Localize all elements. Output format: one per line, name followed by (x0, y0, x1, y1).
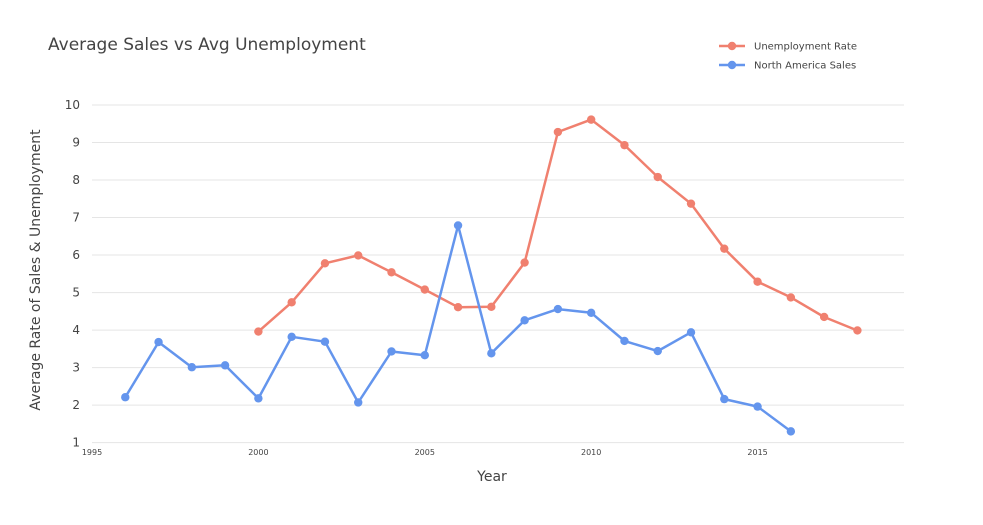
x-tick-label: 2010 (581, 448, 601, 457)
data-point[interactable] (220, 361, 230, 370)
legend-label: North America Sales (754, 61, 856, 72)
y-tick-label: 3 (72, 361, 80, 375)
data-point[interactable] (320, 259, 330, 268)
data-point[interactable] (121, 393, 130, 402)
data-point[interactable] (686, 328, 696, 337)
series-layer (121, 115, 862, 436)
series-1 (121, 221, 796, 436)
data-point[interactable] (420, 351, 429, 360)
data-point[interactable] (586, 308, 596, 318)
y-tick-label: 9 (72, 136, 80, 150)
series-0 (254, 115, 862, 336)
data-point[interactable] (287, 332, 296, 342)
data-point[interactable] (653, 346, 662, 356)
data-point[interactable] (453, 303, 463, 312)
data-point[interactable] (686, 199, 696, 208)
data-point[interactable] (320, 337, 330, 346)
data-point[interactable] (620, 140, 629, 150)
data-point[interactable] (487, 302, 496, 312)
data-point[interactable] (553, 304, 563, 314)
data-point[interactable] (520, 258, 529, 267)
data-point[interactable] (720, 244, 729, 253)
data-point[interactable] (387, 268, 396, 277)
series-line (257, 118, 859, 333)
data-point[interactable] (853, 326, 862, 335)
data-point[interactable] (487, 349, 496, 358)
data-point[interactable] (586, 115, 596, 124)
chart-title: Average Sales vs Avg Unemployment (48, 35, 366, 55)
data-point[interactable] (620, 336, 629, 346)
data-point[interactable] (653, 172, 662, 182)
y-tick-label: 4 (72, 323, 80, 337)
legend-item[interactable]: Unemployment Rate (719, 42, 857, 53)
y-axis-title: Average Rate of Sales & Unemployment (28, 129, 44, 411)
data-point[interactable] (453, 221, 463, 230)
y-tick-label: 8 (72, 173, 80, 187)
data-point[interactable] (387, 347, 396, 356)
legend-marker (727, 41, 737, 51)
data-point[interactable] (786, 427, 796, 436)
y-tick-label: 6 (72, 248, 80, 262)
y-axis-ticks: 1 2 3 4 5 6 7 8 9 10 (65, 98, 80, 450)
data-point[interactable] (420, 285, 429, 294)
y-tick-label: 1 (72, 436, 80, 450)
y-tick-label: 7 (72, 211, 80, 225)
data-point[interactable] (187, 363, 197, 372)
grid (92, 104, 904, 444)
x-tick-label: 1995 (82, 448, 102, 457)
data-point[interactable] (753, 277, 762, 286)
data-point[interactable] (254, 394, 263, 403)
data-point[interactable] (254, 327, 263, 336)
data-point[interactable] (720, 394, 729, 404)
data-point[interactable] (154, 337, 163, 347)
legend-item[interactable]: North America Sales (719, 61, 856, 72)
x-tick-label: 2015 (747, 448, 767, 457)
x-tick-label: 2005 (415, 448, 435, 457)
y-tick-label: 2 (72, 398, 80, 412)
data-point[interactable] (287, 298, 296, 307)
y-tick-label: 10 (65, 98, 80, 112)
data-point[interactable] (553, 127, 563, 137)
data-point[interactable] (354, 398, 363, 407)
x-tick-label: 2000 (248, 448, 268, 457)
data-point[interactable] (520, 316, 529, 325)
x-axis-ticks: 1995 2000 2005 2010 2015 (82, 448, 768, 457)
legend-label: Unemployment Rate (754, 42, 857, 53)
data-point[interactable] (354, 251, 363, 260)
legend-marker (727, 60, 737, 70)
legend[interactable]: Unemployment Rate North America Sales (719, 42, 857, 72)
data-point[interactable] (753, 402, 762, 411)
y-tick-label: 5 (72, 286, 80, 300)
x-axis-title: Year (476, 469, 507, 485)
data-point[interactable] (786, 293, 796, 302)
data-point[interactable] (819, 312, 829, 322)
